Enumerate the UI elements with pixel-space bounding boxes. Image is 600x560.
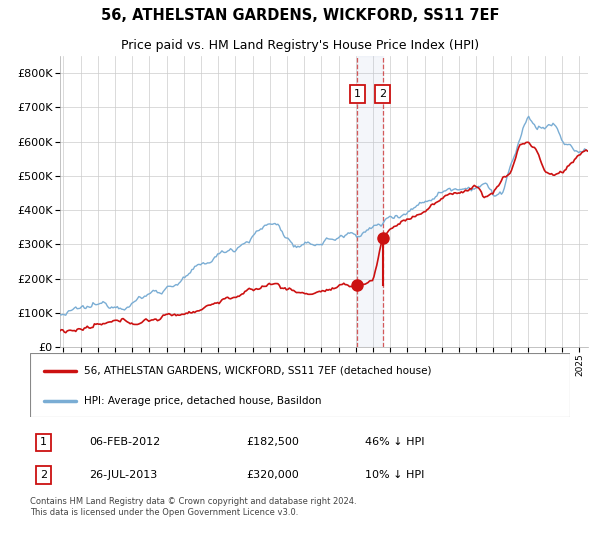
- Text: 1: 1: [354, 88, 361, 99]
- Text: 56, ATHELSTAN GARDENS, WICKFORD, SS11 7EF (detached house): 56, ATHELSTAN GARDENS, WICKFORD, SS11 7E…: [84, 366, 431, 376]
- Text: Contains HM Land Registry data © Crown copyright and database right 2024.
This d: Contains HM Land Registry data © Crown c…: [30, 497, 356, 517]
- Text: £320,000: £320,000: [246, 470, 299, 480]
- Text: 2: 2: [379, 88, 386, 99]
- Text: 26-JUL-2013: 26-JUL-2013: [89, 470, 158, 480]
- Text: Price paid vs. HM Land Registry's House Price Index (HPI): Price paid vs. HM Land Registry's House …: [121, 39, 479, 52]
- Text: 06-FEB-2012: 06-FEB-2012: [89, 437, 161, 447]
- Text: 2: 2: [40, 470, 47, 480]
- Text: 56, ATHELSTAN GARDENS, WICKFORD, SS11 7EF: 56, ATHELSTAN GARDENS, WICKFORD, SS11 7E…: [101, 8, 499, 24]
- Text: 46% ↓ HPI: 46% ↓ HPI: [365, 437, 424, 447]
- Text: 10% ↓ HPI: 10% ↓ HPI: [365, 470, 424, 480]
- Text: £182,500: £182,500: [246, 437, 299, 447]
- Text: 1: 1: [40, 437, 47, 447]
- Text: HPI: Average price, detached house, Basildon: HPI: Average price, detached house, Basi…: [84, 396, 322, 406]
- Bar: [358, 56, 383, 347]
